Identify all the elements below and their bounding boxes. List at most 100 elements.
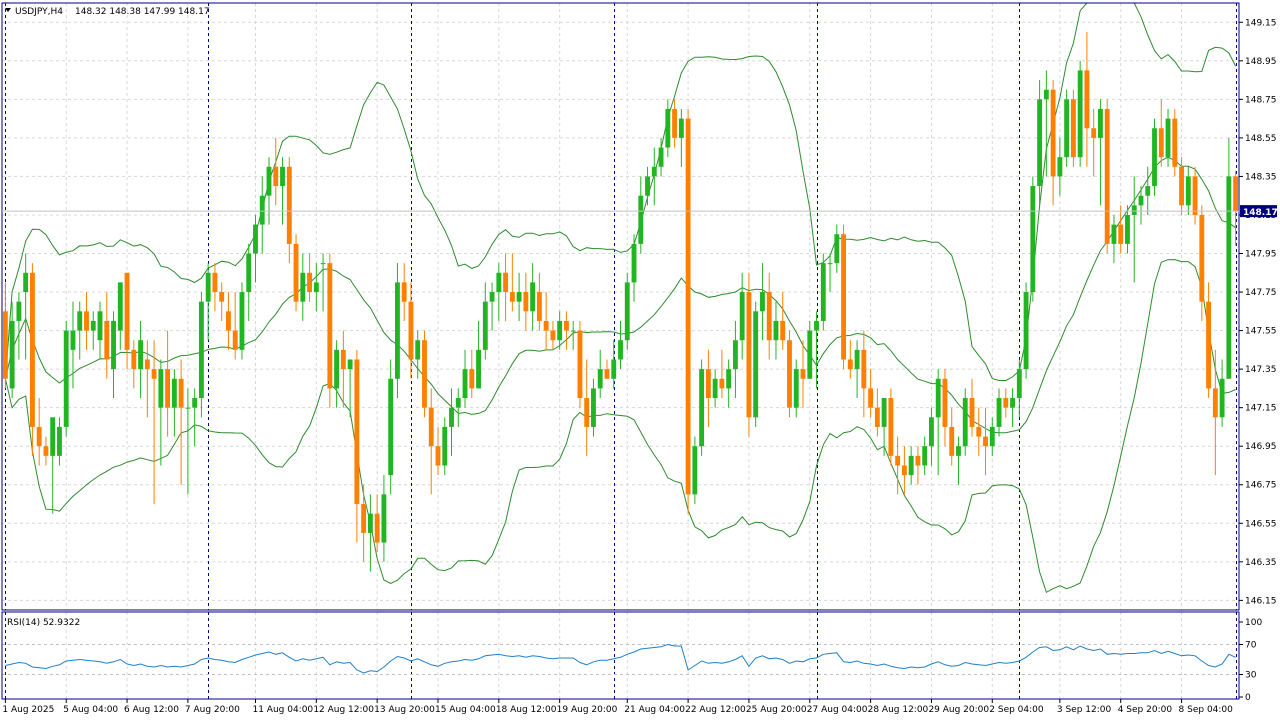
candle[interactable] — [482, 282, 488, 360]
candle[interactable] — [1152, 118, 1157, 196]
candle[interactable] — [1192, 166, 1198, 225]
candle[interactable] — [84, 292, 89, 350]
candle[interactable] — [719, 349, 725, 399]
candle[interactable] — [401, 263, 407, 321]
candle[interactable] — [861, 330, 867, 418]
candle[interactable] — [915, 446, 921, 485]
candle[interactable] — [712, 369, 718, 408]
candle[interactable] — [949, 407, 955, 466]
candle[interactable] — [773, 301, 779, 360]
candle[interactable] — [503, 253, 509, 321]
candle[interactable] — [1172, 108, 1178, 177]
candle[interactable] — [1064, 89, 1070, 167]
candle[interactable] — [962, 388, 968, 456]
candle[interactable] — [577, 320, 583, 408]
candle[interactable] — [1118, 205, 1124, 254]
candle[interactable] — [611, 340, 617, 389]
candle[interactable] — [1057, 137, 1063, 196]
candle[interactable] — [178, 359, 184, 485]
candle[interactable] — [834, 224, 840, 273]
candle[interactable] — [280, 157, 285, 225]
candle[interactable] — [63, 320, 69, 437]
candle[interactable] — [70, 301, 76, 389]
candle[interactable] — [509, 253, 515, 312]
candle[interactable] — [97, 301, 103, 360]
candle[interactable] — [645, 166, 650, 206]
candle[interactable] — [753, 301, 759, 427]
candle[interactable] — [1111, 214, 1117, 264]
candle[interactable] — [935, 369, 941, 476]
candle[interactable] — [901, 446, 907, 495]
candle[interactable] — [563, 311, 569, 350]
candle[interactable] — [692, 436, 698, 505]
candle[interactable] — [50, 417, 56, 514]
candle[interactable] — [320, 253, 326, 312]
candle[interactable] — [408, 282, 414, 379]
candle[interactable] — [476, 320, 481, 389]
candle[interactable] — [570, 320, 576, 350]
candle[interactable] — [1206, 282, 1212, 399]
candle[interactable] — [16, 292, 22, 360]
candle[interactable] — [841, 224, 846, 370]
candle[interactable] — [422, 330, 427, 418]
candle[interactable] — [996, 388, 1002, 437]
candle[interactable] — [307, 253, 312, 302]
candle[interactable] — [516, 272, 522, 321]
candle[interactable] — [983, 407, 988, 476]
candle[interactable] — [989, 417, 995, 456]
candle[interactable] — [868, 369, 874, 418]
candle[interactable] — [354, 349, 360, 543]
candle[interactable] — [678, 108, 684, 167]
candle[interactable] — [1165, 108, 1171, 167]
candle[interactable] — [854, 340, 860, 399]
candle[interactable] — [618, 320, 623, 370]
candle[interactable] — [138, 320, 144, 399]
candle[interactable] — [29, 263, 35, 456]
candle[interactable] — [1179, 157, 1184, 215]
candle[interactable] — [1226, 137, 1232, 379]
candle[interactable] — [90, 311, 96, 350]
candle[interactable] — [814, 311, 819, 389]
candle[interactable] — [624, 272, 630, 350]
candle[interactable] — [780, 292, 786, 350]
candle[interactable] — [1199, 205, 1205, 321]
candle[interactable] — [185, 388, 191, 495]
candle[interactable] — [165, 330, 171, 437]
candle[interactable] — [888, 388, 894, 466]
candle[interactable] — [313, 263, 319, 312]
candle[interactable] — [455, 388, 461, 427]
candle[interactable] — [205, 263, 211, 341]
candle[interactable] — [726, 359, 732, 408]
candle[interactable] — [246, 243, 252, 321]
candle[interactable] — [739, 272, 745, 360]
candle[interactable] — [415, 330, 421, 379]
candlestick-series[interactable] — [2, 31, 1239, 572]
candle[interactable] — [942, 369, 948, 447]
candle[interactable] — [895, 436, 901, 495]
candle[interactable] — [198, 292, 204, 418]
candle[interactable] — [536, 272, 542, 331]
candle[interactable] — [969, 378, 975, 437]
candle[interactable] — [469, 349, 475, 399]
candle[interactable] — [847, 340, 853, 379]
candle[interactable] — [381, 475, 387, 562]
candle[interactable] — [395, 263, 400, 399]
candle[interactable] — [77, 301, 83, 360]
candle[interactable] — [253, 214, 258, 283]
candle[interactable] — [334, 340, 340, 408]
candle[interactable] — [1212, 349, 1218, 476]
candle[interactable] — [699, 359, 705, 456]
candle[interactable] — [1138, 186, 1144, 225]
candle[interactable] — [286, 157, 292, 264]
candle[interactable] — [1091, 108, 1097, 177]
candle[interactable] — [300, 253, 306, 321]
candle[interactable] — [638, 176, 644, 254]
candle[interactable] — [1125, 205, 1130, 254]
candle[interactable] — [1233, 170, 1239, 246]
candle[interactable] — [881, 398, 887, 456]
candle[interactable] — [766, 272, 772, 360]
candle[interactable] — [800, 340, 806, 408]
candle[interactable] — [672, 99, 678, 148]
candle[interactable] — [956, 436, 961, 485]
candle[interactable] — [1131, 176, 1137, 283]
